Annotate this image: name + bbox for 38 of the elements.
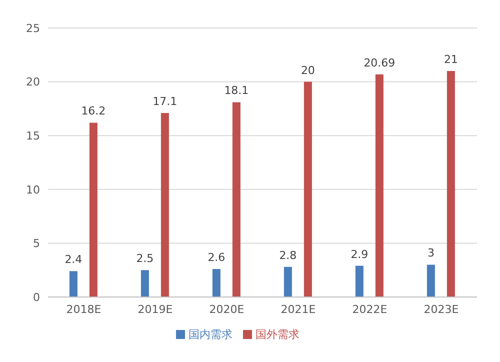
data-label: 20 bbox=[300, 64, 315, 77]
x-tick-label: 2022E bbox=[352, 302, 388, 316]
y-tick-label: 25 bbox=[26, 22, 40, 35]
legend-label: 国外需求 bbox=[256, 328, 300, 341]
x-tick-label: 2019E bbox=[138, 302, 173, 316]
x-tick-label: 2023E bbox=[424, 302, 459, 316]
bar bbox=[304, 82, 312, 297]
data-label: 3 bbox=[427, 246, 434, 260]
bar bbox=[160, 113, 169, 297]
legend-label: 国内需求 bbox=[188, 328, 232, 341]
data-label: 18.1 bbox=[224, 84, 249, 98]
bar bbox=[446, 71, 455, 297]
bar bbox=[212, 269, 220, 297]
y-tick-label: 20 bbox=[26, 76, 40, 89]
bar bbox=[140, 270, 149, 297]
bar bbox=[355, 266, 364, 297]
data-label: 2.4 bbox=[64, 253, 82, 266]
y-tick-label: 15 bbox=[26, 130, 40, 143]
x-tick-label: 2018E bbox=[66, 302, 102, 316]
data-label: 21 bbox=[444, 53, 458, 66]
y-tick-label: 5 bbox=[33, 237, 40, 250]
bar bbox=[89, 122, 98, 297]
data-label: 2.6 bbox=[208, 251, 226, 264]
bar bbox=[284, 266, 292, 297]
data-label: 2.9 bbox=[350, 248, 368, 261]
x-tick-label: 2020E bbox=[209, 302, 244, 316]
data-label: 16.2 bbox=[81, 104, 106, 118]
y-tick-label: 0 bbox=[33, 290, 40, 304]
x-tick-label: 2021E bbox=[280, 302, 316, 316]
bar bbox=[375, 74, 384, 297]
data-label: 2.5 bbox=[136, 252, 154, 266]
bar bbox=[69, 271, 78, 297]
data-label: 2.8 bbox=[279, 248, 297, 262]
data-label: 20.69 bbox=[364, 56, 396, 70]
y-tick-label: 10 bbox=[26, 183, 40, 196]
data-label: 17.1 bbox=[152, 95, 178, 108]
bar bbox=[232, 102, 240, 297]
bar bbox=[426, 264, 435, 297]
